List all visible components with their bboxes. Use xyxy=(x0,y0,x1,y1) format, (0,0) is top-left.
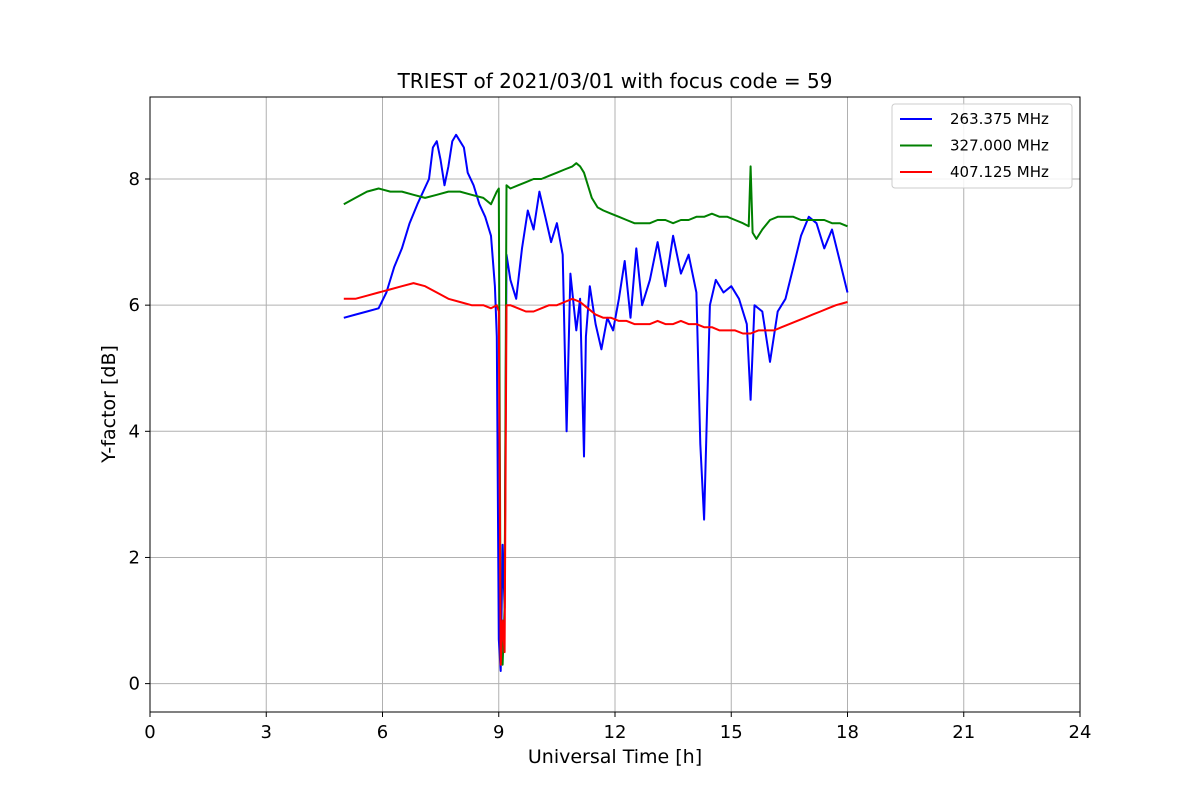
x-tick-label: 18 xyxy=(836,722,859,743)
y-axis-label: Y-factor [dB] xyxy=(98,345,120,464)
y-tick-label: 6 xyxy=(129,295,140,316)
chart-title: TRIEST of 2021/03/01 with focus code = 5… xyxy=(397,69,833,93)
series-line-2 xyxy=(343,282,848,666)
legend: 263.375 MHz 327.000 MHz 407.125 MHz xyxy=(891,103,1073,189)
x-axis-label: Universal Time [h] xyxy=(528,746,702,768)
legend-label: 327.000 MHz xyxy=(950,137,1049,155)
legend-label: 263.375 MHz xyxy=(950,110,1049,128)
grid xyxy=(149,97,1081,712)
x-tick-label: 24 xyxy=(1069,722,1092,743)
x-tick-label: 0 xyxy=(144,722,155,743)
y-tick-label: 2 xyxy=(129,547,140,568)
legend-frame xyxy=(891,103,1073,189)
x-tick-label: 3 xyxy=(261,722,272,743)
x-tick-label: 12 xyxy=(604,722,627,743)
x-tick-label: 6 xyxy=(377,722,388,743)
x-tick-label: 21 xyxy=(952,722,975,743)
x-tick-label: 9 xyxy=(493,722,504,743)
y-tick-label: 8 xyxy=(129,169,140,190)
series-line-1 xyxy=(343,162,848,666)
x-tick-label: 15 xyxy=(720,722,743,743)
series-line-0 xyxy=(343,133,849,672)
y-tick-label: 0 xyxy=(129,674,140,695)
legend-label: 407.125 MHz xyxy=(950,163,1049,181)
series-layer xyxy=(343,133,849,672)
y-tick-label: 4 xyxy=(129,421,140,442)
